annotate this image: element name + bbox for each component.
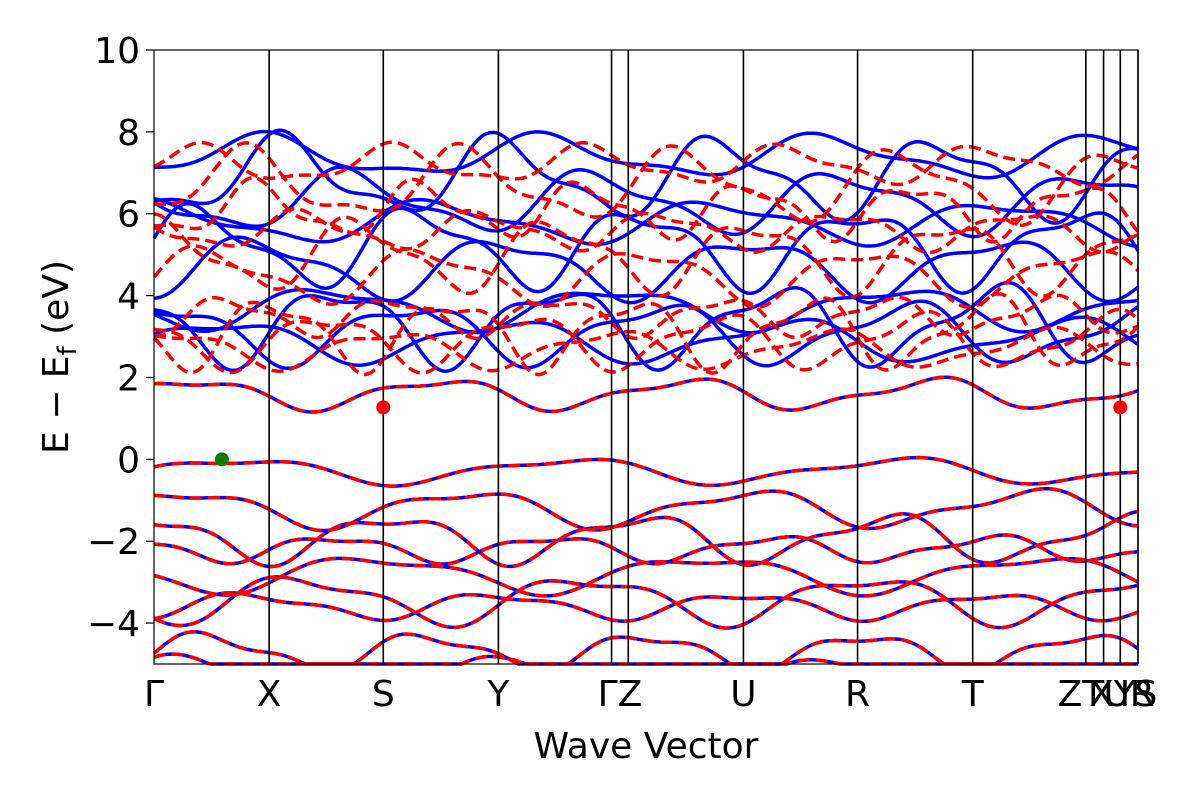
band-line bbox=[152, 165, 1139, 239]
y-tick-label: 4 bbox=[117, 277, 140, 318]
y-tick-label: 8 bbox=[117, 113, 140, 154]
y-tick-label: 10 bbox=[94, 31, 140, 72]
x-tick-label: UR bbox=[1103, 674, 1154, 715]
band-line bbox=[153, 486, 1139, 533]
band-line bbox=[152, 630, 1140, 666]
x-tick-label: ΓZ bbox=[598, 674, 643, 715]
band-line bbox=[152, 292, 1140, 377]
band-line bbox=[154, 141, 1139, 227]
band-line bbox=[153, 287, 1139, 335]
x-axis-label: Wave Vector bbox=[534, 726, 759, 767]
band-edge-marker bbox=[376, 400, 391, 415]
band-edge-marker bbox=[214, 452, 229, 467]
y-axis-label-unit: (eV) bbox=[36, 260, 77, 346]
band-line bbox=[153, 280, 1139, 373]
plot-frame bbox=[153, 49, 1139, 665]
band-line bbox=[152, 201, 1140, 296]
x-tick-label: XY bbox=[1089, 674, 1137, 715]
band-line bbox=[153, 196, 1139, 249]
x-tick-label: ZT bbox=[1058, 674, 1106, 715]
band-line bbox=[153, 299, 1139, 371]
band-line bbox=[153, 175, 1140, 244]
band-line bbox=[153, 556, 1139, 598]
band-line bbox=[153, 140, 1139, 188]
band-line bbox=[153, 575, 1139, 630]
band-line bbox=[153, 235, 1140, 305]
y-axis-label: E − Ef (eV) bbox=[36, 260, 83, 454]
y-tick-label: −4 bbox=[87, 604, 140, 645]
y-tick-label: −2 bbox=[87, 522, 140, 563]
x-tick-label: X bbox=[257, 674, 282, 715]
band-line bbox=[153, 293, 1139, 341]
band-line bbox=[153, 207, 1139, 255]
y-tick-label: 0 bbox=[117, 440, 140, 481]
y-axis-ticks: −4 −2 0 2 4 6 8 10 bbox=[87, 31, 154, 645]
x-tick-label: T bbox=[961, 674, 985, 715]
x-tick-label: S bbox=[372, 674, 395, 715]
y-axis-label-main: E − E bbox=[36, 355, 77, 454]
band-line bbox=[153, 533, 1139, 566]
x-tick-label: R bbox=[845, 674, 870, 715]
x-tick-label: Γ bbox=[144, 674, 164, 715]
band-line bbox=[153, 128, 1139, 225]
x-tick-label: U bbox=[730, 674, 756, 715]
y-tick-label: 6 bbox=[117, 195, 140, 236]
band-line bbox=[153, 455, 1139, 488]
y-axis-label-sub: f bbox=[53, 345, 83, 355]
band-line bbox=[153, 591, 1139, 624]
band-line bbox=[152, 244, 1140, 310]
spin-down-bands bbox=[152, 140, 1140, 666]
y-tick-label: 2 bbox=[117, 358, 140, 399]
band-line bbox=[153, 212, 1139, 299]
x-tick-label: Y bbox=[486, 674, 510, 715]
band-edge-markers bbox=[214, 400, 1128, 467]
band-line bbox=[152, 630, 1140, 666]
x-tick-label: S bbox=[1134, 674, 1157, 715]
band-edge-marker bbox=[1113, 400, 1128, 415]
band-line bbox=[153, 375, 1139, 414]
